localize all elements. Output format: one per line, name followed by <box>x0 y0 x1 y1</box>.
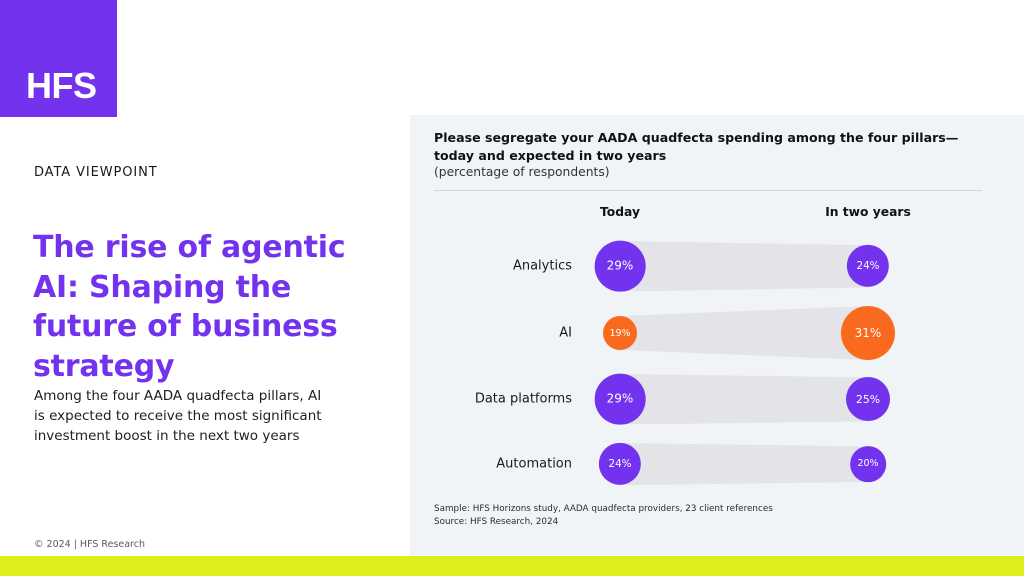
chart-title: Please segregate your AADA quadfecta spe… <box>434 130 959 163</box>
hfs-logo-text: HFS <box>26 65 97 106</box>
chart-connector-band <box>620 442 868 486</box>
chart-bubble-today: 29% <box>594 373 646 425</box>
chart-connector-band <box>620 373 868 425</box>
chart-footnote: Sample: HFS Horizons study, AADA quadfec… <box>434 503 773 528</box>
chart-bubble-value: 20% <box>857 458 879 470</box>
source-note: Source: HFS Research, 2024 <box>434 516 559 527</box>
chart-plot-area: Analytics 29% 24% AI 19% 31% Data platforms 29%… <box>410 115 1024 555</box>
chart-row-label: Data platforms <box>474 391 572 407</box>
chart-row-label: Automation <box>496 456 572 472</box>
chart-bubble-value: 19% <box>609 327 631 339</box>
chart-panel: Please segregate your AADA quadfecta spe… <box>410 115 1024 555</box>
header-divider <box>434 190 982 191</box>
chart-row-label: Analytics <box>512 258 572 274</box>
chart-bubble-value: 29% <box>606 259 634 273</box>
bottom-accent-bar <box>0 556 1024 576</box>
chart-connector-band <box>620 306 868 360</box>
copyright-notice: © 2024 | HFS Research <box>34 539 146 550</box>
chart-bubble-future: 31% <box>841 306 895 360</box>
chart-bubble-future: 24% <box>846 244 890 288</box>
chart-bubble-future: 25% <box>846 377 890 421</box>
deck-paragraph: Among the four AADA quadfecta pillars, A… <box>34 388 322 444</box>
chart-bubble-today: 29% <box>594 240 646 292</box>
chart-bubble-value: 24% <box>608 457 632 470</box>
chart-row-label: AI <box>559 325 572 341</box>
column-header-today: Today <box>600 205 640 219</box>
chart-bubble-future: 20% <box>850 446 886 482</box>
chart-bubble-value: 25% <box>856 392 880 406</box>
chart-bubble-value: 24% <box>856 259 880 272</box>
chart-bubble-today: 24% <box>598 442 642 486</box>
hfs-logo-block: HFS <box>0 0 117 117</box>
chart-subtitle: (percentage of respondents) <box>434 165 610 179</box>
sample-note: Sample: HFS Horizons study, AADA quadfec… <box>434 504 773 514</box>
eyebrow-label: DATA VIEWPOINT <box>34 165 158 180</box>
chart-connector-band <box>620 240 868 292</box>
column-header-in-two-years: In two years <box>825 205 911 219</box>
chart-bubble-value: 31% <box>854 326 882 340</box>
chart-bubble-today: 19% <box>603 316 637 350</box>
page-title: The rise of agentic AI: Shaping the futu… <box>33 230 346 384</box>
chart-bubble-value: 29% <box>606 392 634 406</box>
